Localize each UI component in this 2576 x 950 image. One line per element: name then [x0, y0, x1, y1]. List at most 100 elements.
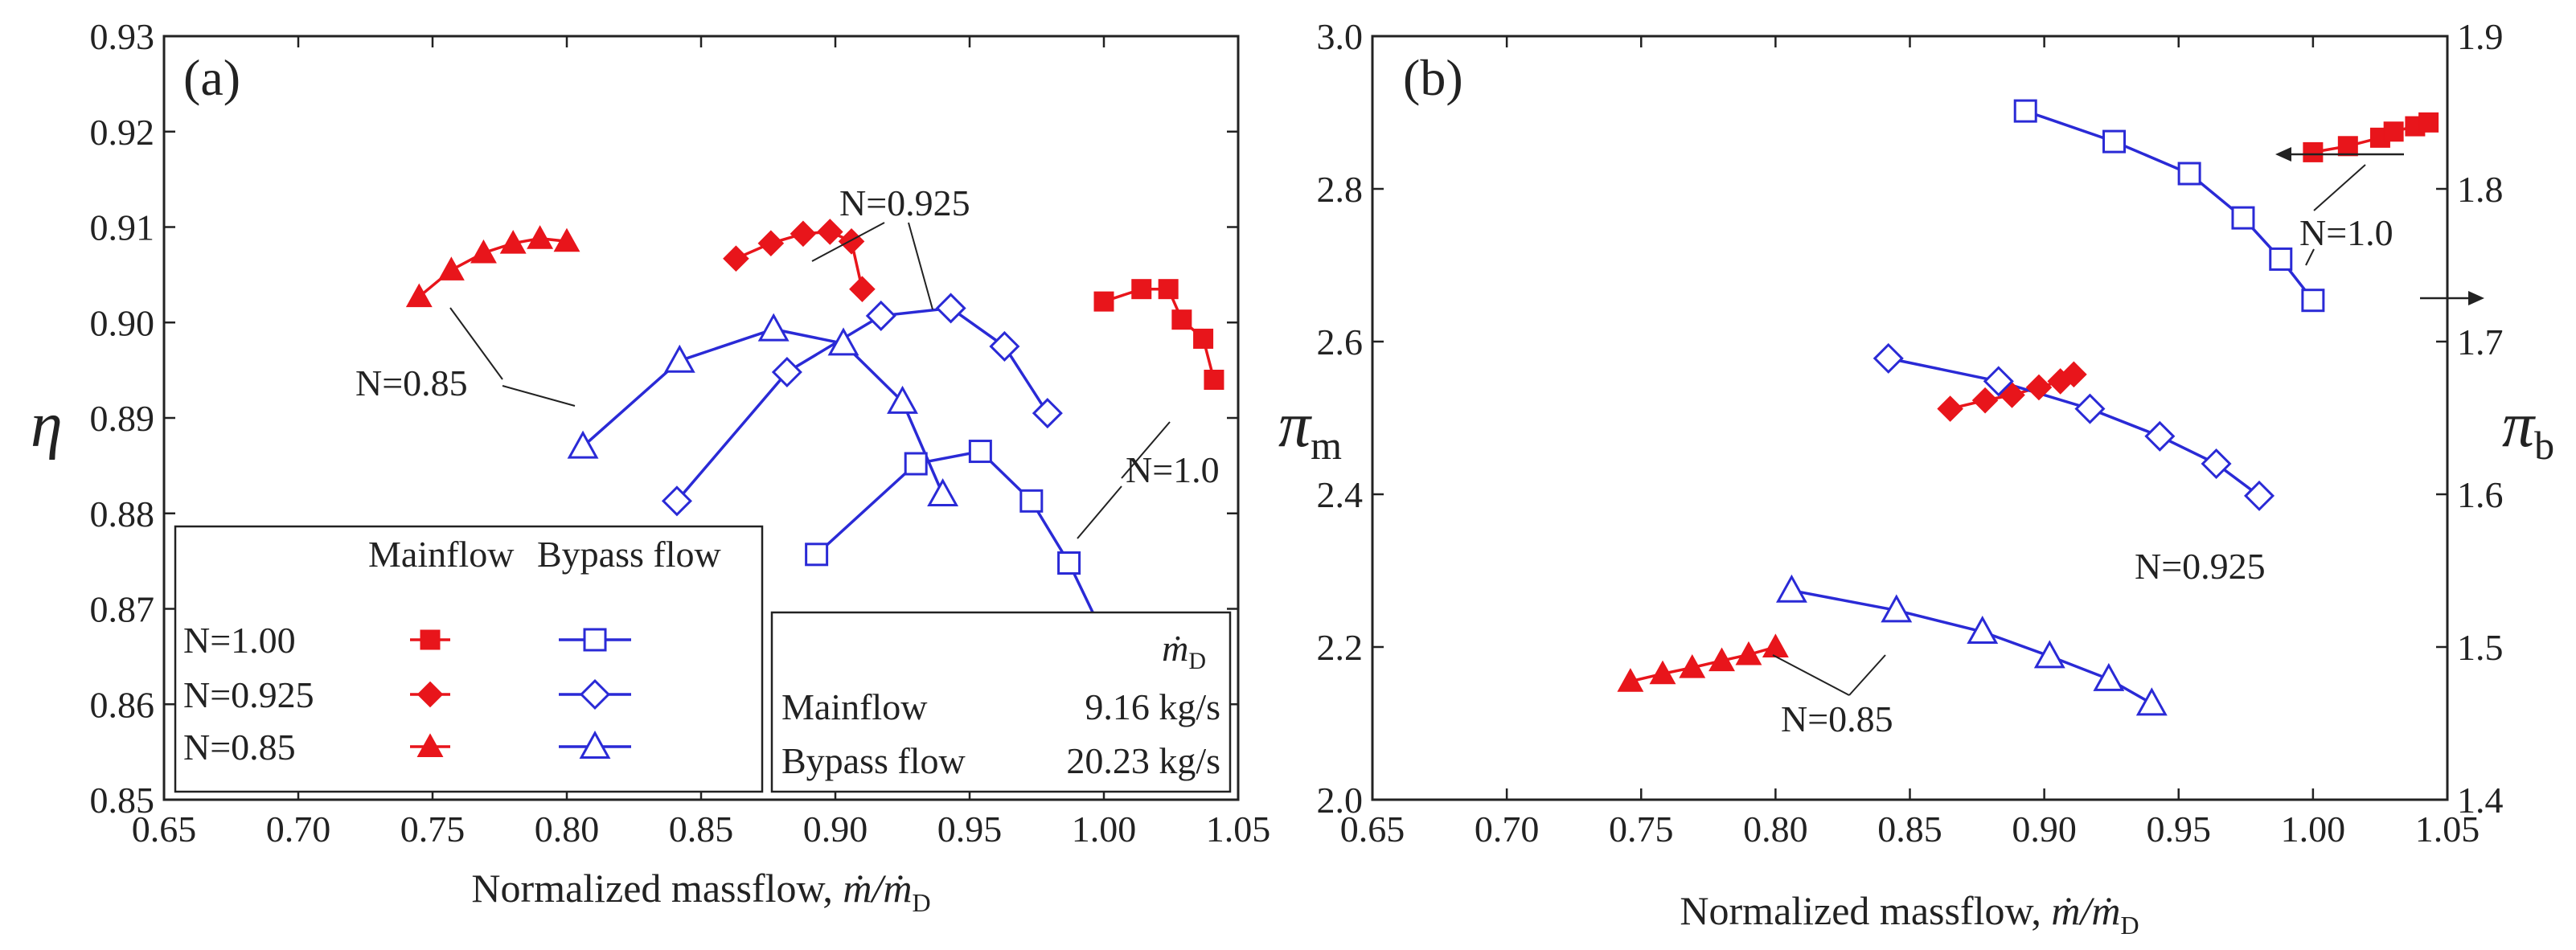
series-markers-b	[1617, 99, 2439, 716]
x-axis-label-a-text: Normalized massflow,	[471, 866, 843, 911]
point-bypass-flow-n-0-925-b-5	[2201, 448, 2232, 480]
point-bypass-flow-n-0-925-b-4	[2144, 420, 2176, 452]
legend-row-label-2: N=0.925	[183, 674, 314, 715]
x-axis-label-b-text: Normalized massflow,	[1680, 888, 2051, 933]
series-lines-b	[1630, 109, 2430, 705]
point-mainflow-n-1-00-b-2	[2337, 136, 2358, 157]
x-tick-label-a-0-70: 0.70	[266, 809, 331, 850]
annotation-b-n10-leader-2	[2305, 248, 2315, 266]
series-line-bypass-flow-n-1-00-b	[2024, 109, 2315, 301]
legend-header-bypass: Bypass flow	[537, 534, 722, 575]
point-bypass-flow-n-0-85-b-6	[2135, 687, 2168, 716]
x-axis-label-b-sub: D	[2120, 911, 2139, 940]
y-tick-label-b-2-8: 2.8	[1317, 169, 1364, 210]
point-bypass-flow-n-1-00-a-5	[1057, 551, 1081, 575]
y-tick-label-b-2-4: 2.4	[1317, 474, 1364, 515]
y-axis-label-right-b-symbol: π	[2502, 390, 2536, 461]
y-tick-label-a-0-88: 0.88	[90, 493, 155, 534]
point-mainflow-n-0-85-a-4	[499, 230, 527, 254]
y-tick-label-b-2-6: 2.6	[1317, 321, 1364, 362]
point-mainflow-n-0-925-b-2	[1971, 387, 1999, 414]
point-bypass-flow-n-1-00-a-3	[968, 440, 992, 464]
point-bypass-flow-n-0-925-a-4	[935, 293, 966, 324]
annotation-b-arrow-left-head	[2275, 147, 2291, 162]
x-axis-label-a: Normalized massflow, ṁ/ṁD	[471, 866, 930, 917]
point-bypass-flow-n-0-85-a-1	[567, 430, 599, 459]
x-tick-label-b-0-80: 0.80	[1743, 809, 1808, 850]
design-table-header-sub: D	[1188, 648, 1206, 674]
point-mainflow-n-0-85-b-6	[1762, 633, 1789, 657]
annotation-b-n0925: N=0.925	[2135, 546, 2266, 587]
panel-a: 0.65 0.70 0.75 0.80 0.85 0.90 0.95 1.00 1.05 0.85…	[31, 16, 1270, 917]
annotation-b-n085-leader-2	[1848, 654, 1886, 696]
point-mainflow-n-0-85-a-6	[553, 227, 580, 252]
point-mainflow-n-0-925-a-2	[757, 230, 785, 256]
y-right-tick-label-b-1-8: 1.8	[2457, 169, 2504, 210]
legend-row-label-3: N=0.85	[183, 727, 296, 768]
design-table-row-1-label: Mainflow	[781, 686, 928, 727]
point-bypass-flow-n-0-85-b-3	[1967, 616, 1999, 645]
point-bypass-flow-n-0-925-b-6	[2244, 480, 2275, 511]
annotation-b-n085-leader-1	[1772, 654, 1850, 696]
point-mainflow-n-1-00-a-6	[1204, 370, 1224, 390]
y-axis-label-b-sub: m	[1311, 423, 1342, 468]
y-right-tick-label-b-1-6: 1.6	[2457, 474, 2504, 515]
design-table-box	[770, 611, 1232, 793]
point-bypass-flow-n-1-00-b-1	[2013, 99, 2037, 123]
y-tick-label-a-0-86: 0.86	[90, 684, 155, 725]
legend-mainflow-marker-3	[416, 733, 444, 757]
x-tick-label-b-0-95: 0.95	[2147, 809, 2212, 850]
x-axis-label-b-math: ṁ/ṁ	[2051, 888, 2120, 933]
x-tick-label-a-0-80: 0.80	[535, 809, 600, 850]
y-tick-label-b-3-0: 3.0	[1317, 16, 1364, 57]
annotation-a-n085-leader-2	[502, 385, 576, 407]
annotation-b-n085: N=0.85	[1772, 654, 1893, 739]
ticks-a: 0.65 0.70 0.75 0.80 0.85 0.90 0.95 1.00 1.05 0.85…	[90, 16, 1271, 850]
point-bypass-flow-n-1-00-a-4	[1019, 489, 1044, 513]
x-tick-label-a-0-90: 0.90	[803, 809, 868, 850]
point-mainflow-n-0-925-b-4	[2025, 374, 2053, 401]
series-line-bypass-flow-n-0-85-a	[581, 327, 945, 495]
point-mainflow-n-1-00-b-4	[2383, 121, 2404, 142]
x-axis-label-b: Normalized massflow, ṁ/ṁD	[1680, 888, 2139, 940]
annotation-a-n085-leader-1	[449, 307, 503, 380]
panel-label-b: (b)	[1403, 49, 1463, 106]
point-mainflow-n-1-00-a-3	[1158, 279, 1179, 300]
point-bypass-flow-n-1-00-a-2	[904, 452, 928, 476]
point-bypass-flow-n-0-85-a-3	[757, 313, 790, 342]
point-mainflow-n-0-85-b-5	[1735, 641, 1762, 665]
x-axis-label-a-sub: D	[912, 888, 930, 917]
point-bypass-flow-n-0-925-a-3	[865, 300, 896, 331]
design-table-header: ṁD	[1162, 628, 1206, 674]
point-mainflow-n-1-00-b-1	[2303, 141, 2324, 162]
point-mainflow-n-0-85-a-2	[437, 256, 465, 280]
panel-label-a: (a)	[183, 49, 240, 106]
point-mainflow-n-0-925-a-4	[817, 219, 843, 245]
y-right-tick-label-b-1-4: 1.4	[2457, 780, 2504, 821]
annotation-a-n085-text: N=0.85	[355, 362, 468, 403]
annotation-a-n0925: N=0.925	[811, 182, 970, 310]
point-mainflow-n-0-85-a-1	[405, 283, 433, 308]
point-mainflow-n-1-00-a-1	[1093, 291, 1114, 312]
x-tick-label-b-1-00: 1.00	[2281, 809, 2346, 850]
annotation-b-arrow-right-head	[2468, 291, 2484, 305]
x-tick-label-b-0-70: 0.70	[1475, 809, 1540, 850]
legend-mainflow-marker-2	[416, 681, 444, 708]
point-bypass-flow-n-0-85-a-4	[827, 327, 859, 356]
y-tick-label-a-0-89: 0.89	[90, 398, 155, 439]
x-tick-label-a-1-05: 1.05	[1206, 809, 1271, 850]
annotation-b-n10-text: N=1.0	[2299, 212, 2393, 253]
design-massflow-table: ṁD Mainflow 9.16 kg/s Bypass flow 20.23 …	[770, 611, 1232, 793]
point-bypass-flow-n-1-00-b-5	[2269, 247, 2293, 271]
legend: Mainflow Bypass flow N=1.00 N=0.925 N=0.…	[174, 525, 764, 793]
point-mainflow-n-0-85-b-3	[1679, 654, 1706, 678]
design-table-row-2-value: 20.23 kg/s	[1066, 740, 1220, 781]
y-tick-label-a-0-93: 0.93	[90, 16, 155, 57]
series-line-bypass-flow-n-1-00-a	[815, 449, 1105, 637]
point-bypass-flow-n-0-925-b-1	[1873, 342, 1904, 374]
point-bypass-flow-n-0-85-b-5	[2093, 662, 2125, 691]
point-mainflow-n-0-925-a-6	[849, 276, 876, 302]
annotation-b-n085-text: N=0.85	[1781, 698, 1893, 739]
design-table-header-symbol: ṁ	[1162, 628, 1188, 669]
y-tick-label-a-0-85: 0.85	[90, 780, 155, 821]
